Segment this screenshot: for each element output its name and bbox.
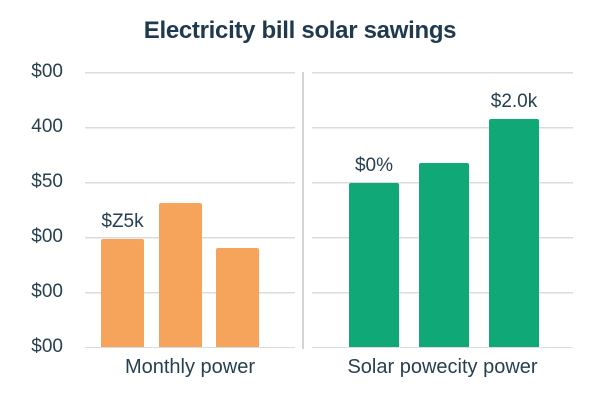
y-tick-label: $50: [31, 171, 63, 192]
y-axis: $00 400 $50 $00 $00 $00: [0, 61, 63, 357]
bar-slot: [216, 72, 259, 347]
panel-monthly-power: $Z5k: [85, 72, 295, 348]
bar-slot: $0%: [349, 72, 399, 347]
y-tick-label: $00: [31, 281, 63, 302]
y-tick-label: $00: [31, 61, 63, 82]
bar-slot: [158, 72, 202, 347]
bar: [158, 203, 202, 347]
bar-data-label: $2.0k: [490, 91, 538, 112]
y-tick-label: 400: [31, 116, 63, 137]
y-tick-label: $00: [31, 226, 63, 247]
y-tick-label: $00: [31, 336, 63, 357]
bar-slot: [419, 72, 469, 347]
panel-divider: [302, 72, 304, 349]
bar: [419, 163, 469, 347]
bar-data-label: $Z5k: [101, 211, 144, 232]
bar: [216, 248, 259, 347]
panel-solar-power: $0% $2.0k: [312, 72, 573, 348]
bar: [101, 239, 144, 347]
bar: [489, 119, 539, 347]
x-axis-label-solar-power: Solar powecity power: [347, 356, 538, 378]
bar: [349, 183, 399, 347]
x-axis-label-monthly-power: Monthly power: [124, 356, 256, 378]
bar-data-label: $0%: [354, 155, 394, 176]
bar-slot: $Z5k: [101, 72, 144, 347]
chart-title: Electricity bill solar sawings: [143, 17, 457, 44]
bar-slot: $2.0k: [489, 72, 539, 347]
